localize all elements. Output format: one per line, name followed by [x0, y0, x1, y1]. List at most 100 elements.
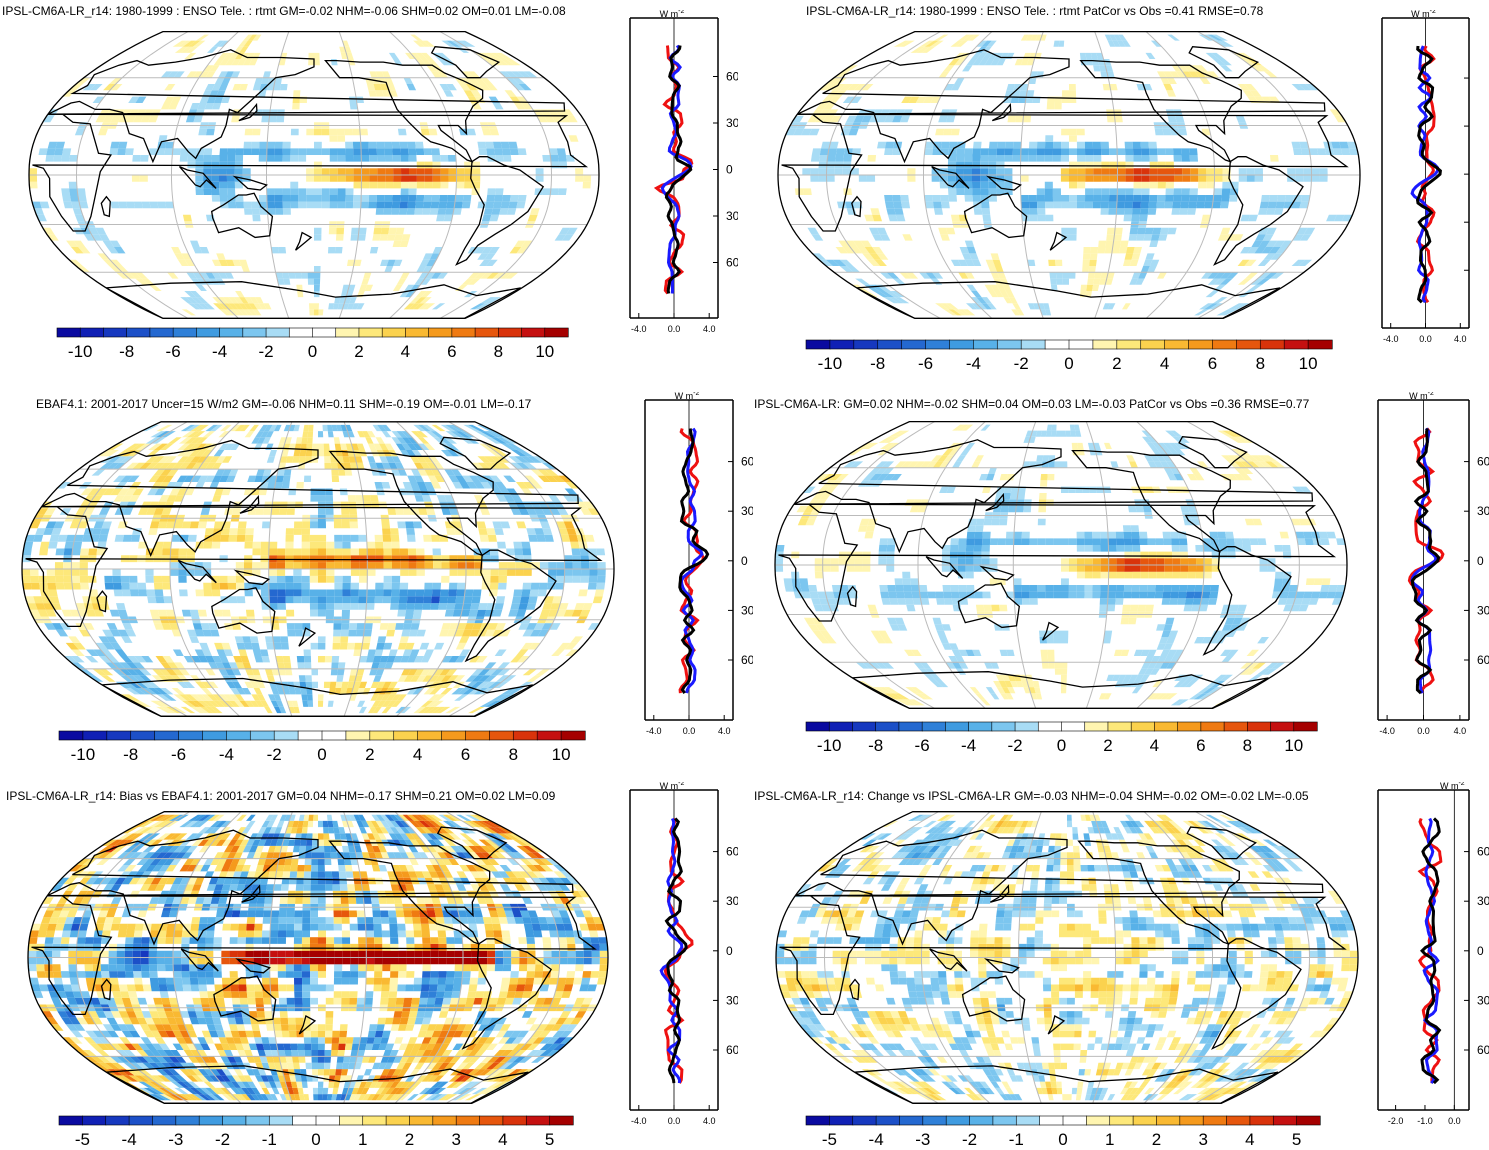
colorbar-tick-label: -8: [123, 745, 138, 764]
profile-ytick-label: 30S: [726, 993, 738, 1007]
colorbar-tick-label: 4: [1245, 1130, 1254, 1149]
colorbar-swatch: [79, 327, 105, 338]
colorbar-tick-label: 0: [1064, 354, 1073, 373]
longitude-gridline: [923, 31, 993, 319]
colorbar-swatch: [1307, 339, 1333, 350]
longitude-gridline: [394, 811, 464, 1104]
coastline: [328, 840, 491, 946]
map-border: [28, 30, 600, 320]
profile-unit: W m-2: [1440, 782, 1465, 791]
coastline: [96, 590, 108, 613]
colorbar-swatch: [1236, 339, 1261, 350]
colorbar: -5 -4 -3 -2 -1 0 1 2 3 4 5: [58, 1115, 574, 1149]
coastline: [295, 231, 313, 251]
colorbar-tick-label: 1: [358, 1130, 367, 1149]
map-border: [777, 30, 1361, 320]
colorbar-tick-label: -3: [915, 1130, 930, 1149]
coastline: [298, 627, 317, 647]
coastline: [989, 884, 1010, 903]
profile-xtick-label: 0.0: [668, 1116, 681, 1126]
profile-ytick-label: 60N: [1477, 845, 1489, 859]
coastline: [239, 495, 260, 514]
profile-xtick-label: 0.0: [1419, 334, 1432, 344]
longitude-gridline: [172, 811, 242, 1104]
colorbar-swatch: [1223, 721, 1248, 732]
profile-ytick-label: 60S: [1477, 1043, 1489, 1057]
colorbar: -10 -8 -6 -4 -2 0 2 4 6 8 10: [805, 721, 1318, 755]
colorbar-swatch: [901, 339, 927, 350]
profile-line-model: [1410, 428, 1441, 695]
colorbar-swatch: [149, 327, 174, 338]
coastline: [961, 975, 1026, 1022]
colorbar-tick-label: 6: [1196, 736, 1205, 755]
colorbar-tick-label: 4: [413, 745, 422, 764]
profile-ytick-label: 30S: [741, 603, 753, 617]
colorbar-swatch: [1044, 339, 1070, 350]
longitude-gridline: [171, 31, 239, 319]
colorbar-tick-label: -5: [75, 1130, 90, 1149]
colorbar-swatch: [82, 1115, 107, 1126]
coastline: [461, 938, 553, 1050]
colorbar-swatch: [297, 730, 323, 741]
colorbar-swatch: [1014, 721, 1039, 732]
colorbar-swatch: [385, 1115, 411, 1126]
longitude-gridline: [1197, 31, 1313, 319]
colorbar-swatch: [409, 1115, 434, 1126]
colorbar-swatch: [1116, 339, 1142, 350]
profile-xtick-label: 4.0: [703, 1116, 716, 1126]
colorbar-swatch: [441, 730, 467, 741]
coastline: [983, 958, 1020, 974]
colorbar-tick-label: 10: [535, 342, 554, 361]
colorbar-tick-label: -4: [212, 342, 227, 361]
panel-title: IPSL-CM6A-LR_r14: 1980-1999 : ENSO Tele.…: [2, 4, 566, 18]
colorbar: -5 -4 -3 -2 -1 0 1 2 3 4 5: [805, 1115, 1321, 1149]
profile-line-model: [664, 817, 688, 1084]
profile-xtick-label: 0.0: [1448, 1116, 1461, 1126]
panel-title: IPSL-CM6A-LR: GM=0.02 NHM=-0.02 SHM=0.04…: [754, 397, 1310, 411]
colorbar-swatch: [369, 730, 395, 741]
profile-ytick-label: 60N: [726, 70, 738, 84]
colorbar-swatch: [1293, 721, 1318, 732]
colorbar-tick-label: -2: [1014, 354, 1029, 373]
colorbar-swatch: [996, 339, 1022, 350]
longitude-gridline: [1195, 811, 1311, 1104]
colorbar-swatch: [502, 1115, 527, 1126]
colorbar-tick-label: -10: [817, 736, 842, 755]
colorbar-swatch: [242, 327, 267, 338]
profile-ytick-label: 60N: [1477, 455, 1489, 469]
coastline: [103, 281, 522, 319]
colorbar-swatch: [154, 730, 180, 741]
colorbar-swatch: [1200, 721, 1225, 732]
colorbar-tick-label: 3: [1198, 1130, 1207, 1149]
colorbar-swatch: [969, 1115, 994, 1126]
coastline: [1178, 436, 1248, 469]
colorbar-tick-label: -4: [122, 1130, 137, 1149]
colorbar-swatch: [105, 1115, 130, 1126]
colorbar-swatch: [245, 1115, 270, 1126]
colorbar-swatch: [198, 1115, 224, 1126]
colorbar-tick-label: -4: [966, 354, 981, 373]
coastline: [793, 439, 1314, 554]
colorbar-tick-label: 5: [1292, 1130, 1301, 1149]
colorbar-tick-label: 6: [1208, 354, 1217, 373]
colorbar-swatch: [925, 339, 951, 350]
colorbar-swatch: [312, 327, 337, 338]
colorbar-tick-label: -6: [171, 745, 186, 764]
profile-ytick-label: 30N: [1477, 504, 1489, 518]
colorbar-tick-label: 6: [461, 745, 470, 764]
colorbar-tick-label: 10: [1299, 354, 1318, 373]
colorbar-swatch: [1283, 339, 1309, 350]
colorbar-tick-label: 10: [552, 745, 571, 764]
profile-line-model: [1415, 45, 1442, 304]
colorbar-tick-label: -10: [68, 342, 93, 361]
colorbar-swatch: [899, 1115, 924, 1126]
colorbar-swatch: [58, 730, 84, 741]
profile-xtick-label: 4.0: [1454, 334, 1467, 344]
longitude-gridline: [1136, 421, 1205, 709]
profile-ytick-label: 30N: [726, 116, 738, 130]
colorbar-tick-label: 2: [354, 342, 363, 361]
colorbar-tick-label: 2: [1152, 1130, 1161, 1149]
colorbar-tick-label: -10: [818, 354, 843, 373]
zonal-mean-profile: W m-2 60N 30N 0 30S 60S -4.0 0.0 4.0: [629, 10, 738, 334]
colorbar-swatch: [1154, 721, 1179, 732]
